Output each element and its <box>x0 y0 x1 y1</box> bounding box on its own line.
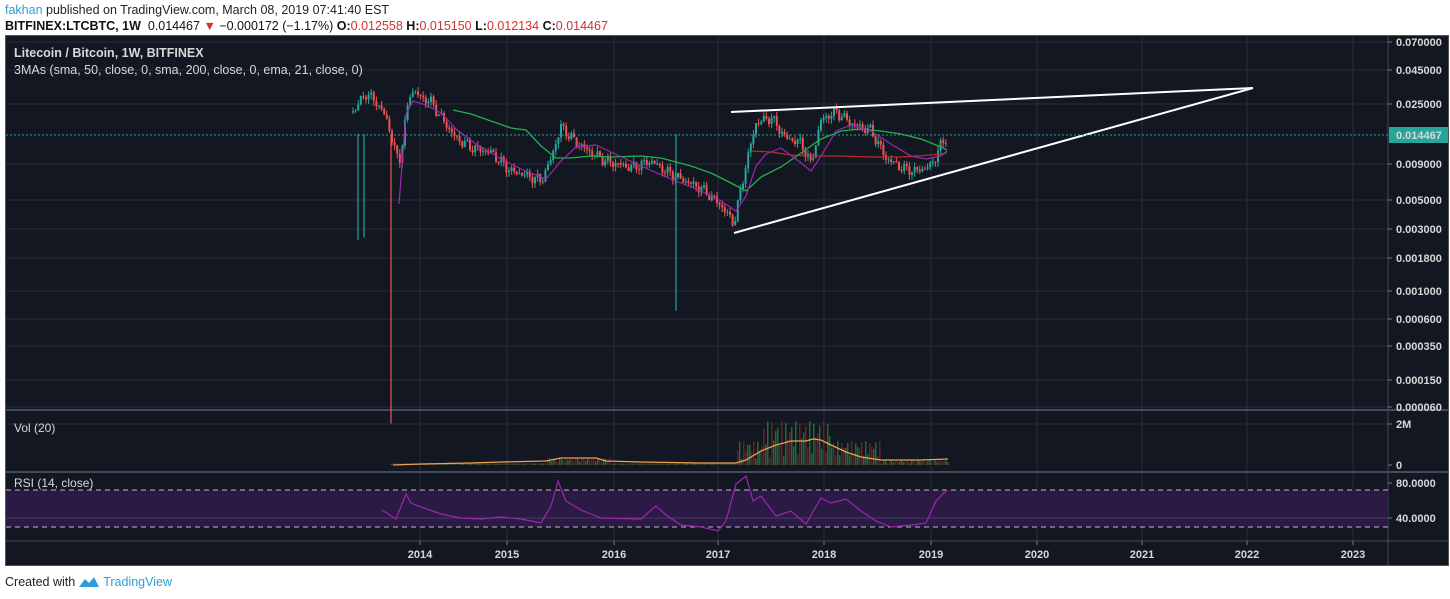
last-price: 0.014467 <box>147 19 200 33</box>
svg-text:0.070000: 0.070000 <box>1396 37 1442 49</box>
symbol-info: BITFINEX:LTCBTC, 1W 0.014467 ▼ −0.000172… <box>5 19 608 33</box>
author-link[interactable]: fakhan <box>5 3 43 17</box>
svg-text:0.005000: 0.005000 <box>1396 195 1442 207</box>
publish-text: published on TradingView.com, March 08, … <box>42 3 390 17</box>
svg-text:2021: 2021 <box>1130 549 1154 561</box>
current-price-tag: 0.014467 <box>1396 130 1442 142</box>
svg-text:2018: 2018 <box>812 549 836 561</box>
close-label: C: <box>542 19 556 33</box>
symbol-label: BITFINEX:LTCBTC, 1W <box>5 19 141 33</box>
low-label: L: <box>475 19 487 33</box>
svg-text:2019: 2019 <box>919 549 943 561</box>
chart-title: Litecoin / Bitcoin, 1W, BITFINEX <box>14 46 204 60</box>
indicator-legend[interactable]: 3MAs (sma, 50, close, 0, sma, 200, close… <box>14 63 363 77</box>
rsi-legend[interactable]: RSI (14, close) <box>14 476 94 490</box>
svg-text:0.001000: 0.001000 <box>1396 286 1442 298</box>
svg-text:2014: 2014 <box>408 549 433 561</box>
svg-text:0.045000: 0.045000 <box>1396 65 1442 77</box>
svg-text:0.000150: 0.000150 <box>1396 375 1442 387</box>
svg-text:80.0000: 80.0000 <box>1396 478 1436 490</box>
created-with-text: Created with <box>5 575 76 589</box>
chart-canvas[interactable]: 0.070000 0.045000 0.025000 0.014467 0.009000… <box>6 36 1449 566</box>
svg-text:0.009000: 0.009000 <box>1396 159 1442 171</box>
low-value: 0.012134 <box>486 19 540 33</box>
tradingview-logo-icon <box>79 577 100 587</box>
svg-text:0.000060: 0.000060 <box>1396 402 1442 414</box>
svg-text:0.003000: 0.003000 <box>1396 224 1442 236</box>
footer: Created with TradingView <box>5 575 172 589</box>
svg-text:2023: 2023 <box>1341 549 1365 561</box>
svg-text:0.025000: 0.025000 <box>1396 99 1442 111</box>
price-change: −0.000172 (−1.17%) <box>219 19 334 33</box>
svg-text:2016: 2016 <box>602 549 626 561</box>
svg-text:2020: 2020 <box>1025 549 1049 561</box>
svg-text:2022: 2022 <box>1235 549 1259 561</box>
svg-text:0: 0 <box>1396 460 1402 472</box>
svg-text:2015: 2015 <box>495 549 519 561</box>
svg-text:0.000600: 0.000600 <box>1396 314 1442 326</box>
chart-frame[interactable]: 0.070000 0.045000 0.025000 0.014467 0.009000… <box>5 35 1449 566</box>
svg-text:0.001800: 0.001800 <box>1396 253 1442 265</box>
svg-text:2M: 2M <box>1396 419 1411 431</box>
high-value: 0.015150 <box>419 19 472 33</box>
svg-text:2017: 2017 <box>706 549 730 561</box>
open-value: 0.012558 <box>350 19 403 33</box>
high-label: H: <box>406 19 420 33</box>
close-value: 0.014467 <box>555 19 608 33</box>
down-arrow-icon: ▼ <box>203 19 216 33</box>
svg-text:0.000350: 0.000350 <box>1396 341 1442 353</box>
open-label: O: <box>336 19 351 33</box>
tradingview-brand-link[interactable]: TradingView <box>103 575 172 589</box>
volume-legend[interactable]: Vol (20) <box>14 421 56 435</box>
publish-info: fakhan published on TradingView.com, Mar… <box>5 3 389 17</box>
svg-text:40.0000: 40.0000 <box>1396 513 1436 525</box>
